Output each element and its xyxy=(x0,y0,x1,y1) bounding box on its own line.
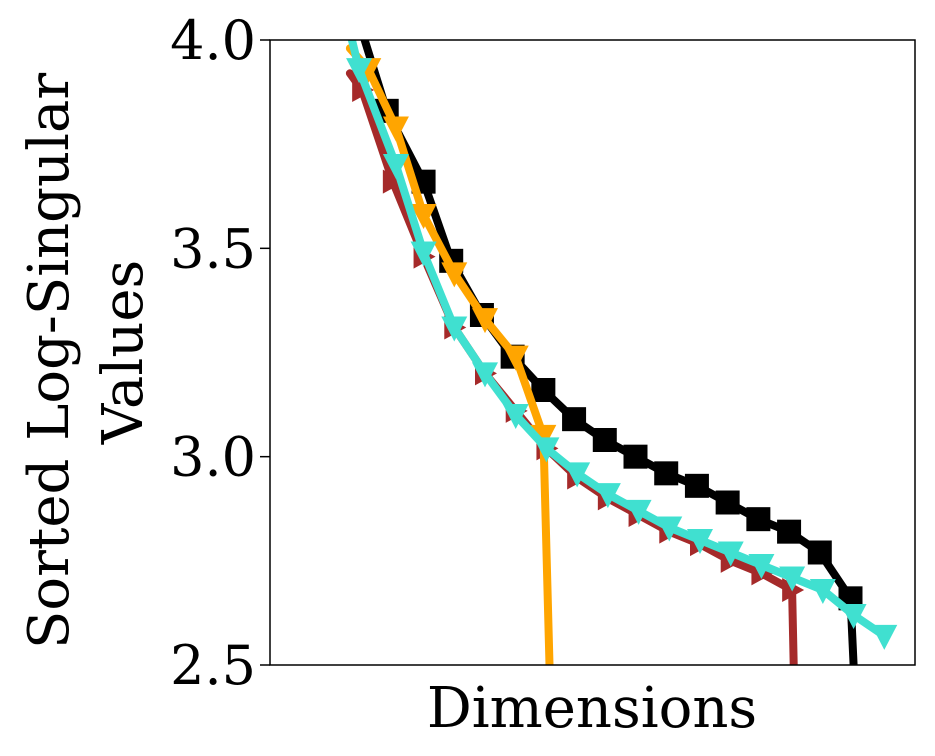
turquoise-triangles-down-marker xyxy=(748,554,775,579)
black-squares-marker xyxy=(715,490,740,515)
black-squares-marker xyxy=(684,473,709,498)
turquoise-triangles-down-marker xyxy=(410,241,437,267)
turquoise-triangles-down-marker xyxy=(502,404,529,429)
black-squares-marker xyxy=(623,444,648,469)
black-squares-marker xyxy=(746,507,771,532)
turquoise-triangles-down-marker xyxy=(472,362,498,388)
y-axis-title: Sorted Log-Singular Values xyxy=(17,55,156,649)
turquoise-triangles-down-marker xyxy=(533,437,560,463)
y-tick-label: 2.5 xyxy=(170,634,256,697)
turquoise-triangles-down-marker xyxy=(687,529,713,554)
turquoise-triangles-down-marker xyxy=(717,541,744,567)
black-squares-marker xyxy=(531,378,556,402)
series-layer xyxy=(345,40,898,665)
black-squares-marker xyxy=(562,407,587,432)
y-axis: 4.0 3.5 3.0 2.5 xyxy=(170,9,270,697)
series-turquoise-triangles-down xyxy=(346,40,898,650)
y-tick-label: 3.0 xyxy=(170,426,256,489)
brown-triangles-right-marker xyxy=(782,578,805,602)
y-axis-title-line-2: Values xyxy=(91,260,156,446)
orange-triangles-down-marker xyxy=(382,116,409,142)
turquoise-triangles-down-marker xyxy=(564,462,591,488)
turquoise-triangles-down-marker xyxy=(871,624,898,650)
black-squares-marker xyxy=(777,519,802,544)
y-axis-title-line-1: Sorted Log-Singular xyxy=(17,73,82,649)
y-tick-label: 3.5 xyxy=(170,217,256,280)
black-squares-marker xyxy=(654,461,679,486)
turquoise-triangles-down-marker xyxy=(625,499,652,525)
orange-triangles-down-marker xyxy=(441,262,468,288)
orange-triangles-down-marker xyxy=(410,204,437,229)
orange-triangles-down-marker xyxy=(472,308,498,334)
y-tick-label: 4.0 xyxy=(170,9,256,72)
turquoise-triangles-down-marker xyxy=(656,516,683,542)
brown-triangles-right-marker xyxy=(382,169,405,194)
plot-background xyxy=(270,40,915,665)
turquoise-triangles-down-marker xyxy=(382,154,409,179)
x-axis-title: Dimensions xyxy=(427,676,757,741)
plot-frame xyxy=(269,39,916,666)
turquoise-triangles-down-marker xyxy=(840,604,867,629)
black-squares-marker xyxy=(592,428,617,452)
turquoise-triangles-down-marker xyxy=(346,58,373,84)
turquoise-triangles-down-marker xyxy=(809,579,836,604)
turquoise-triangles-down-marker xyxy=(594,483,621,509)
black-squares-marker xyxy=(807,540,832,565)
turquoise-triangles-down-marker xyxy=(441,316,468,342)
orange-triangles-down-marker xyxy=(502,345,529,371)
turquoise-triangles-down-marker xyxy=(779,566,806,592)
